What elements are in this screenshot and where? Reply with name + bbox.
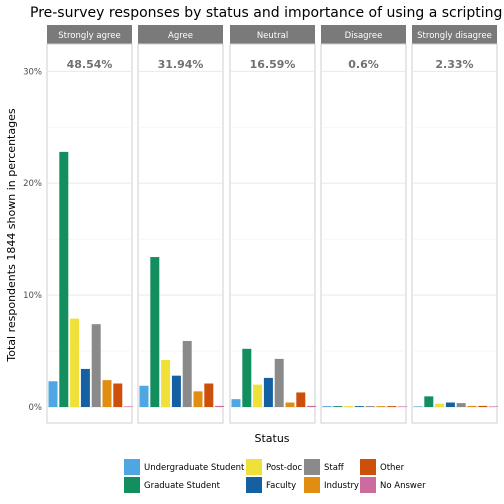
bar-post-doc xyxy=(253,384,263,407)
y-tick-label: 0% xyxy=(29,403,43,413)
legend-swatch xyxy=(360,459,376,475)
legend-item: Undergraduate Student xyxy=(124,459,245,475)
bar-staff xyxy=(182,340,192,407)
legend-item: Graduate Student xyxy=(124,477,221,493)
panel-total-label: 2.33% xyxy=(435,58,473,71)
bar-other xyxy=(113,383,123,407)
bar-staff xyxy=(274,358,284,407)
bar-industry xyxy=(102,380,112,407)
bar-faculty xyxy=(445,402,455,407)
facet-strip xyxy=(412,25,497,44)
bar-other xyxy=(296,392,306,407)
bar-graduate-student xyxy=(333,406,343,407)
bar-industry xyxy=(285,402,295,407)
facet-strip xyxy=(230,25,315,44)
legend-item: Staff xyxy=(304,459,345,475)
bar-staff xyxy=(365,406,375,407)
legend-label: Other xyxy=(380,463,405,473)
bar-industry xyxy=(193,391,203,407)
bar-faculty xyxy=(354,406,364,407)
facet-panel: Disagree 0.6% xyxy=(320,25,408,424)
facet-strip xyxy=(47,25,132,44)
y-tick-label: 30% xyxy=(23,67,42,77)
y-tick-label: 20% xyxy=(23,179,42,189)
bar-no-answer xyxy=(398,406,408,407)
legend-item: Industry xyxy=(304,477,359,493)
legend-label: Faculty xyxy=(266,481,296,491)
legend: Undergraduate Student Graduate Student Pos… xyxy=(124,459,426,493)
bar-industry xyxy=(376,406,386,407)
bar-faculty xyxy=(80,368,90,407)
bar-undergraduate-student xyxy=(139,385,149,407)
facet-panel: Neutral 16.59% xyxy=(229,25,317,424)
bar-staff xyxy=(456,403,466,407)
bar-undergraduate-student xyxy=(413,406,423,407)
panel-background xyxy=(320,43,407,424)
bar-post-doc xyxy=(161,360,171,407)
facet-strip-label: Disagree xyxy=(345,31,383,41)
panel-background xyxy=(411,43,498,424)
legend-swatch xyxy=(246,459,262,475)
panel-total-label: 48.54% xyxy=(67,58,113,71)
legend-label: Undergraduate Student xyxy=(144,463,245,473)
legend-item: No Answer xyxy=(360,477,426,493)
bar-no-answer xyxy=(215,405,225,407)
bar-undergraduate-student xyxy=(231,399,241,407)
legend-label: Staff xyxy=(324,463,345,473)
bar-graduate-student xyxy=(150,257,160,407)
bar-graduate-student xyxy=(242,348,252,407)
legend-swatch xyxy=(124,477,140,493)
bar-other xyxy=(478,405,488,407)
legend-swatch xyxy=(304,459,320,475)
panel-total-label: 0.6% xyxy=(348,58,379,71)
x-axis-title: Status xyxy=(254,432,289,445)
facet-strip-label: Neutral xyxy=(257,31,288,41)
bar-faculty xyxy=(263,377,273,407)
bar-staff xyxy=(91,324,101,407)
facet-panel: Agree 31.94% xyxy=(137,25,225,424)
facet-strip-label: Agree xyxy=(168,31,193,41)
facet-strip xyxy=(138,25,223,44)
panels: Strongly agree 48.54% Agree 31.94% Neutral 16… xyxy=(46,25,499,424)
legend-label: Graduate Student xyxy=(144,481,221,491)
bar-other xyxy=(387,406,397,407)
legend-swatch xyxy=(246,477,262,493)
y-axis-title: Total respondents 1844 shown in percenta… xyxy=(5,108,18,362)
bar-no-answer xyxy=(489,406,499,407)
legend-item: Faculty xyxy=(246,477,296,493)
chart-title: Pre-survey responses by status and impor… xyxy=(30,5,504,21)
legend-swatch xyxy=(304,477,320,493)
legend-item: Other xyxy=(360,459,405,475)
legend-label: No Answer xyxy=(380,481,426,491)
bar-no-answer xyxy=(124,406,134,407)
bar-other xyxy=(204,383,214,407)
bar-graduate-student xyxy=(59,151,69,407)
y-axis: 0% 10% 20% 30% xyxy=(23,67,42,413)
bar-graduate-student xyxy=(424,396,434,407)
bar-faculty xyxy=(171,375,181,407)
bar-industry xyxy=(467,405,477,407)
legend-swatch xyxy=(360,477,376,493)
facet-strip-label: Strongly disagree xyxy=(417,31,492,41)
panel-total-label: 31.94% xyxy=(158,58,204,71)
bar-post-doc xyxy=(435,403,445,407)
facet-panel: Strongly agree 48.54% xyxy=(46,25,134,424)
facet-strip xyxy=(321,25,406,44)
y-tick-label: 10% xyxy=(23,291,42,301)
facet-panel: Strongly disagree 2.33% xyxy=(411,25,499,424)
bar-undergraduate-student xyxy=(322,406,332,407)
bar-undergraduate-student xyxy=(48,381,58,407)
bar-post-doc xyxy=(70,318,80,407)
facet-strip-label: Strongly agree xyxy=(58,31,120,41)
bar-no-answer xyxy=(307,405,317,407)
legend-label: Post-doc xyxy=(266,463,302,473)
bar-post-doc xyxy=(344,406,354,407)
legend-item: Post-doc xyxy=(246,459,302,475)
legend-swatch xyxy=(124,459,140,475)
legend-label: Industry xyxy=(324,481,359,491)
panel-total-label: 16.59% xyxy=(250,58,296,71)
